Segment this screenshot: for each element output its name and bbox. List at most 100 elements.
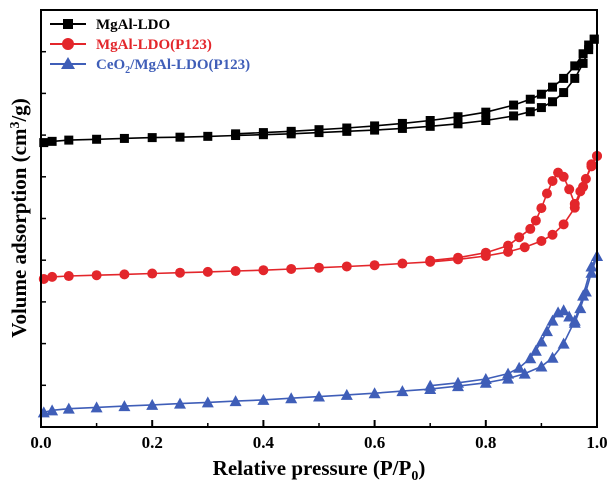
legend-label-0: MgAl-LDO [96,17,170,33]
data-point [425,116,435,126]
data-point [584,45,594,55]
data-point [341,261,352,272]
data-point [525,94,535,104]
data-point [230,266,241,277]
data-point [546,314,559,326]
x-axis-title: Relative pressure (P/P0) [213,456,426,484]
data-point [578,49,588,59]
data-point [557,337,570,349]
data-point [118,400,131,412]
legend-label-2-tail: /MgAl-LDO(P123) [129,57,250,73]
data-point [570,73,580,83]
x-ticks: 0.0 0.2 0.4 0.6 0.8 1.0 [30,50,608,452]
data-point [425,121,435,131]
data-point [509,100,519,110]
data-point [229,395,242,407]
series-1-adsorption-line [43,155,598,280]
series-layer [37,34,603,418]
legend-item-2: CeO2/MgAl-LDO(P123) [50,57,250,76]
series-0-desorption-line [235,38,595,135]
legend-label-2-sub: 2 [125,65,130,76]
data-point [569,198,580,209]
data-point [547,229,558,240]
data-point [119,133,129,143]
data-point [340,388,353,400]
data-point [580,173,591,184]
x-tick-label: 0.8 [475,433,496,452]
series-0 [39,34,599,148]
data-point [559,88,569,98]
data-point [585,266,598,278]
data-point [203,131,213,141]
data-point [147,268,158,279]
data-point [584,40,594,50]
data-point [342,123,352,133]
x-axis-title-sub: 0 [411,469,418,484]
data-point [397,118,407,128]
data-point [570,61,580,71]
data-point [586,161,597,172]
y-axis-title-sup: 3 [8,122,23,129]
data-point [535,335,548,347]
data-point [525,223,536,234]
data-point [64,135,74,145]
data-point [548,82,558,92]
data-point [559,73,569,83]
data-point [578,58,588,68]
data-point [201,396,214,408]
data-point [231,129,241,139]
data-point [548,97,558,107]
data-point [453,112,463,122]
data-point [575,186,586,197]
data-point [258,128,268,138]
data-point [536,103,546,113]
data-point [530,215,541,226]
data-point [314,125,324,135]
y-axis-title-tail: /g) [7,98,31,122]
legend-label-1: MgAl-LDO(P123) [96,37,212,53]
legend-marker-square [63,19,73,29]
data-point [509,111,519,121]
data-point [535,360,548,372]
data-point [541,188,552,199]
data-point [147,133,157,143]
data-point [62,402,75,414]
legend-item-0: MgAl-LDO [50,17,170,33]
data-point [425,255,436,266]
data-point [540,325,553,337]
data-point [479,373,492,385]
x-tick-label: 0.0 [30,433,51,452]
data-point [174,397,186,409]
data-point [564,184,575,195]
data-point [175,267,185,278]
data-point [481,116,491,126]
y-axis-title: Volume adsorption (cm3/g) [7,98,31,338]
data-point [453,119,463,129]
data-point [546,351,559,363]
data-point [568,316,581,328]
data-point [536,236,547,247]
data-point [536,203,547,214]
data-point [553,167,564,178]
legend-marker-circle [62,38,74,50]
data-point [258,265,269,276]
data-point [90,401,103,413]
data-point [257,393,270,405]
data-point [47,136,57,146]
data-point [552,306,565,318]
data-point [146,398,159,410]
data-point [563,310,576,322]
data-point [524,352,537,364]
data-point [47,271,58,282]
data-point [396,385,409,397]
series-1 [38,150,602,284]
data-point [503,240,514,251]
data-point [547,175,558,186]
data-point [513,361,526,373]
data-point [585,260,598,272]
data-point [589,34,599,44]
data-point [286,126,296,136]
data-point [368,387,381,399]
data-point [502,367,515,379]
